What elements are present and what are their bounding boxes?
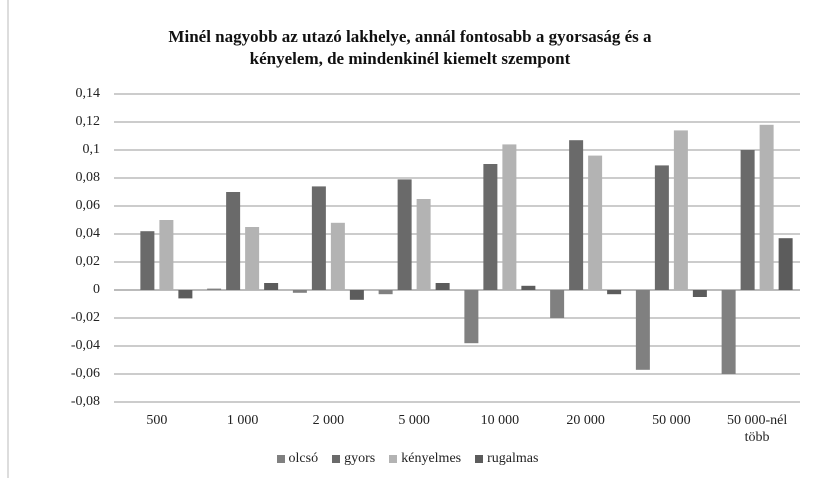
x-tick-label: 500 — [146, 413, 168, 428]
bar — [550, 290, 565, 318]
x-tick-label: 50 000 — [652, 413, 691, 428]
y-tick-label: 0,14 — [76, 86, 101, 101]
bar — [264, 283, 279, 290]
y-tick-label: 0,1 — [83, 142, 101, 157]
chart-title: Minél nagyobb az utazó lakhelye, annál f… — [168, 27, 652, 68]
bar — [740, 150, 755, 290]
y-tick-label: -0,02 — [71, 310, 100, 325]
bar — [311, 186, 326, 290]
legend-label: gyors — [344, 451, 376, 466]
bar — [483, 164, 498, 290]
legend-item: kényelmes — [389, 451, 461, 467]
bar — [349, 290, 364, 300]
bar — [435, 283, 450, 290]
legend-label: rugalmas — [487, 451, 539, 466]
bar — [292, 290, 307, 293]
legend-swatch — [332, 455, 341, 463]
bar — [416, 199, 431, 290]
bar — [721, 290, 736, 374]
x-tick-label: 2 000 — [312, 413, 345, 428]
y-tick-label: -0,04 — [71, 338, 100, 353]
bar — [464, 290, 479, 344]
bar — [588, 155, 603, 290]
y-tick-label: -0,08 — [71, 394, 100, 409]
bar — [140, 231, 155, 290]
bar — [635, 290, 650, 370]
bar — [397, 179, 412, 290]
x-tick-label: 1 000 — [226, 413, 259, 428]
y-tick-label: -0,06 — [71, 366, 100, 381]
y-tick-label: 0,02 — [76, 254, 101, 269]
legend-swatch — [276, 455, 285, 463]
x-tick-label: 10 000 — [480, 413, 520, 428]
bar — [226, 192, 241, 290]
y-tick-label: 0,04 — [76, 226, 101, 241]
bar — [502, 144, 517, 290]
y-tick-label: 0,06 — [76, 198, 101, 213]
legend-label: olcsó — [288, 451, 319, 466]
bar — [607, 290, 622, 295]
legend-swatch — [389, 455, 398, 463]
bar — [654, 165, 669, 290]
x-tick-label: 5 000 — [398, 413, 430, 428]
bar — [245, 227, 260, 290]
bar — [673, 130, 688, 290]
bar — [692, 290, 707, 297]
y-tick-label: 0,12 — [76, 114, 101, 129]
legend-item: gyors — [332, 451, 375, 467]
legend-item: olcsó — [276, 451, 319, 467]
x-tick-label: 20 000 — [566, 413, 605, 428]
bar — [778, 238, 793, 290]
x-tick-label: 50 000-nél több — [726, 413, 788, 445]
legend-item: rugalmas — [475, 451, 538, 467]
bar — [178, 290, 193, 299]
bar — [759, 124, 774, 290]
legend-label: kényelmes — [401, 451, 462, 466]
bar — [207, 288, 222, 290]
bar — [521, 285, 536, 290]
bar — [330, 222, 345, 290]
legend-swatch — [475, 455, 484, 463]
bar — [159, 220, 174, 290]
bar — [569, 140, 584, 290]
bar — [378, 290, 393, 295]
legend: olcsó gyors kényelmes rugalmas — [0, 451, 815, 467]
y-tick-label: 0,08 — [76, 170, 101, 185]
y-tick-label: 0 — [93, 282, 100, 297]
